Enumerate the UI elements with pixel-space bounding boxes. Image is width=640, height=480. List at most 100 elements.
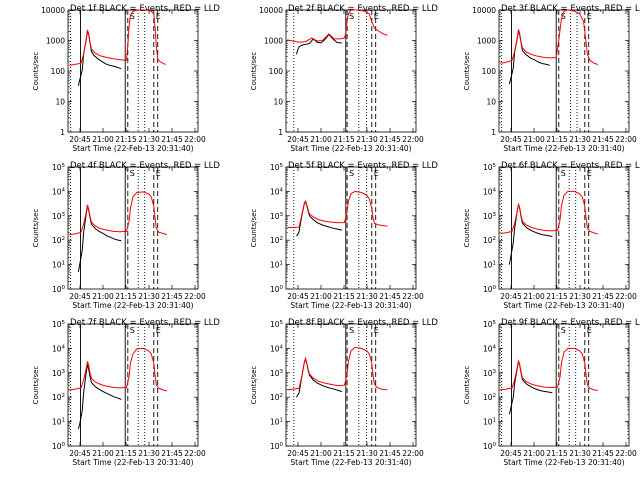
plot-frame bbox=[498, 9, 630, 133]
x-tick-label: 21:30 bbox=[138, 449, 160, 458]
start-marker-label: S bbox=[130, 326, 135, 335]
y-tick-label: 103 bbox=[483, 369, 497, 378]
panel-title: Det 1f BLACK = Events, RED = LLD bbox=[70, 4, 220, 14]
x-tick-label: 20:45 bbox=[69, 449, 91, 458]
plot-frame bbox=[67, 323, 199, 447]
x-tick-label: 21:45 bbox=[379, 449, 401, 458]
y-tick-label: 104 bbox=[52, 187, 66, 196]
start-marker-label: S bbox=[349, 326, 354, 335]
x-tick-label: 21:15 bbox=[546, 292, 568, 301]
y-tick-label: 101 bbox=[483, 261, 496, 270]
x-tick-label: 21:30 bbox=[138, 292, 160, 301]
y-tick-label: 1000 bbox=[264, 37, 283, 46]
x-tick-label: 22:00 bbox=[615, 449, 637, 458]
end-marker-label: E bbox=[587, 326, 592, 335]
panel-title: Det 2f BLACK = Events, RED = LLD bbox=[288, 4, 438, 14]
x-tick-label: 21:15 bbox=[333, 292, 355, 301]
x-tick-label: 21:45 bbox=[592, 135, 614, 144]
y-tick-label: 100 bbox=[483, 285, 497, 294]
x-tick-label: 21:15 bbox=[546, 135, 568, 144]
y-tick-label: 102 bbox=[52, 393, 65, 402]
panel-title: Det 6f BLACK = Events, RED = LLD bbox=[501, 161, 640, 171]
start-marker-label: S bbox=[130, 12, 135, 21]
x-tick-label: 21:15 bbox=[115, 135, 137, 144]
x-tick-label: 21:45 bbox=[379, 135, 401, 144]
y-tick-label: 103 bbox=[52, 369, 66, 378]
x-axis-label: Start Time (22-Feb-13 20:31:40) bbox=[290, 458, 411, 467]
plot-frame bbox=[285, 9, 417, 133]
y-tick-label: 100 bbox=[51, 67, 66, 76]
end-marker-label: E bbox=[587, 12, 592, 21]
y-tick-label: 102 bbox=[270, 236, 283, 245]
x-tick-label: 21:45 bbox=[161, 449, 183, 458]
x-tick-label: 20:45 bbox=[500, 292, 522, 301]
x-tick-label: 20:45 bbox=[287, 292, 309, 301]
y-tick-label: 103 bbox=[270, 369, 284, 378]
events-series-line bbox=[508, 361, 553, 415]
x-tick-label: 21:30 bbox=[569, 449, 591, 458]
lld-series-line bbox=[500, 9, 598, 65]
x-axis-label: Start Time (22-Feb-13 20:31:40) bbox=[290, 301, 411, 310]
x-axis-label: Start Time (22-Feb-13 20:31:40) bbox=[72, 144, 193, 153]
x-tick-label: 21:15 bbox=[115, 292, 137, 301]
start-marker-label: S bbox=[130, 169, 135, 178]
y-tick-label: 105 bbox=[483, 163, 497, 172]
end-marker-label: E bbox=[374, 169, 379, 178]
y-tick-label: 100 bbox=[52, 442, 66, 451]
x-tick-label: 21:30 bbox=[138, 135, 160, 144]
plot-frame bbox=[498, 166, 630, 290]
x-axis-label: Start Time (22-Feb-13 20:31:40) bbox=[503, 458, 624, 467]
panel-title: Det 8f BLACK = Events, RED = LLD bbox=[288, 318, 438, 328]
y-tick-label: 104 bbox=[52, 344, 66, 353]
y-tick-label: 1 bbox=[491, 128, 496, 137]
x-tick-label: 21:00 bbox=[523, 135, 545, 144]
x-tick-label: 20:45 bbox=[500, 135, 522, 144]
plot-frame bbox=[285, 166, 417, 290]
panel-title: Det 9f BLACK = Events, RED = LLD bbox=[501, 318, 640, 328]
plot-frame bbox=[67, 166, 199, 290]
end-marker-label: E bbox=[156, 169, 161, 178]
start-marker-label: S bbox=[561, 169, 566, 178]
y-tick-label: 101 bbox=[270, 418, 283, 427]
x-tick-label: 21:00 bbox=[310, 449, 332, 458]
x-tick-label: 20:45 bbox=[287, 135, 309, 144]
events-series-line bbox=[295, 33, 342, 55]
y-tick-label: 105 bbox=[483, 320, 497, 329]
x-tick-label: 21:45 bbox=[161, 292, 183, 301]
y-tick-label: 10000 bbox=[472, 6, 496, 15]
x-tick-label: 21:00 bbox=[523, 292, 545, 301]
x-tick-label: 22:00 bbox=[615, 135, 637, 144]
events-series-line bbox=[77, 30, 122, 86]
lld-series-line bbox=[287, 9, 388, 43]
x-tick-label: 22:00 bbox=[184, 449, 206, 458]
y-tick-label: 105 bbox=[270, 163, 284, 172]
detector-panel-4: Det 4f BLACK = Events, RED = LLD 100 101 10… bbox=[32, 161, 220, 310]
y-axis-label: Counts/sec bbox=[250, 52, 258, 91]
y-tick-label: 10000 bbox=[41, 6, 65, 15]
detector-panel-5: Det 5f BLACK = Events, RED = LLD 100 101 10… bbox=[250, 161, 438, 310]
y-tick-label: 100 bbox=[482, 67, 497, 76]
y-axis-label: Counts/sec bbox=[463, 52, 471, 91]
x-tick-label: 21:30 bbox=[356, 135, 378, 144]
x-tick-label: 22:00 bbox=[184, 292, 206, 301]
detector-panel-1: Det 1f BLACK = Events, RED = LLD 1 10 100 10… bbox=[32, 4, 220, 153]
x-tick-label: 22:00 bbox=[402, 292, 424, 301]
y-axis-label: Counts/sec bbox=[32, 52, 40, 91]
x-tick-label: 22:00 bbox=[615, 292, 637, 301]
end-marker-label: E bbox=[374, 326, 379, 335]
end-marker-label: E bbox=[587, 169, 592, 178]
y-tick-label: 100 bbox=[52, 285, 66, 294]
end-marker-label: E bbox=[156, 12, 161, 21]
y-tick-label: 105 bbox=[270, 320, 284, 329]
y-tick-label: 101 bbox=[52, 261, 65, 270]
x-tick-label: 21:00 bbox=[92, 135, 114, 144]
detector-panel-2: Det 2f BLACK = Events, RED = LLD 1 10 100 10… bbox=[250, 4, 438, 153]
y-tick-label: 104 bbox=[483, 344, 497, 353]
start-marker-label: S bbox=[561, 12, 566, 21]
x-tick-label: 21:45 bbox=[592, 449, 614, 458]
y-tick-label: 102 bbox=[483, 236, 496, 245]
x-axis-label: Start Time (22-Feb-13 20:31:40) bbox=[503, 301, 624, 310]
panel-title: Det 5f BLACK = Events, RED = LLD bbox=[288, 161, 438, 171]
y-tick-label: 1000 bbox=[477, 37, 496, 46]
x-tick-label: 21:00 bbox=[310, 135, 332, 144]
